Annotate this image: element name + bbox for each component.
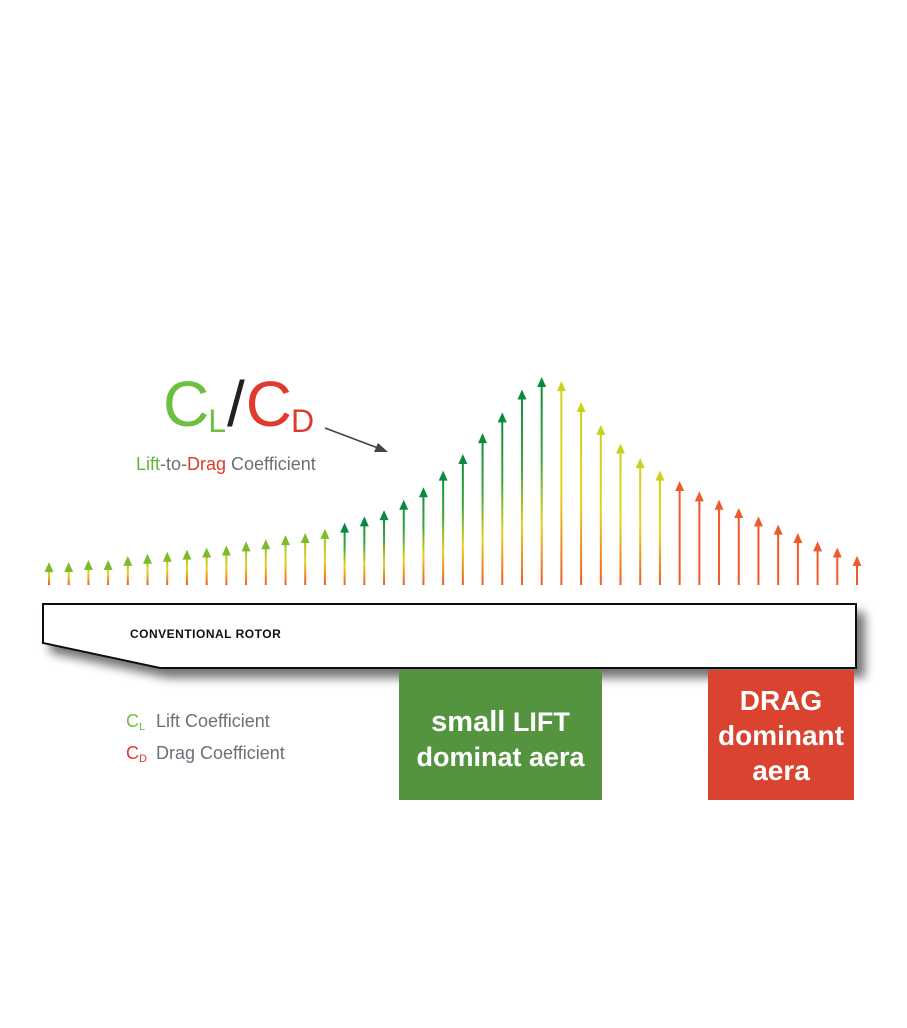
subtitle-drag: Drag	[187, 454, 227, 474]
subtitle-lift: Lift	[136, 454, 161, 474]
legend-cd-symbol: CD	[126, 743, 147, 765]
lift-arrow-head	[773, 524, 783, 535]
lift-arrow-head	[320, 528, 330, 539]
legend-item-lift: CL Lift Coefficient	[126, 708, 285, 740]
lift-arrow-head	[813, 541, 823, 552]
lift-arrow-head	[852, 555, 862, 566]
subtitle-rest: Coefficient	[226, 454, 316, 474]
lift-arrow-head	[300, 533, 310, 543]
lift-arrow-head	[280, 535, 290, 546]
lift-to-drag-ratio-title: CL/CD	[163, 372, 314, 437]
lift-arrow-head	[793, 533, 803, 543]
lift-arrows	[44, 377, 862, 585]
ratio-slash: /	[227, 368, 245, 440]
lift-arrow-head	[596, 424, 606, 435]
lift-arrow-head	[478, 433, 488, 444]
ratio-subtitle: Lift-to-Drag Coefficient	[136, 454, 316, 475]
lift-arrow-head	[497, 412, 507, 423]
drag-zone-line3: aera	[752, 754, 810, 786]
lift-arrow-head	[714, 499, 724, 510]
lift-arrow-head	[221, 545, 231, 556]
legend-drag-text: Drag Coefficient	[156, 743, 285, 763]
lift-arrow-head	[675, 481, 685, 491]
drag-zone-line2: dominant	[718, 719, 844, 751]
lift-arrow-head	[694, 491, 704, 502]
lift-arrow-head	[399, 499, 409, 510]
pointer-arrow-line	[324, 427, 379, 449]
legend-cl-symbol: CL	[126, 711, 146, 733]
lift-arrow-head	[635, 458, 645, 469]
lift-dominant-zone: small LIFT dominat aera	[399, 670, 602, 800]
drag-zone-line1: DRAG	[739, 684, 823, 716]
rotor-blade	[42, 603, 857, 669]
cd-symbol: CD	[245, 368, 314, 440]
lift-arrow-head	[537, 377, 547, 387]
lift-arrow-head	[202, 547, 212, 558]
lift-arrow-head	[241, 541, 251, 552]
lift-arrow-head	[261, 539, 271, 550]
lift-arrow-head	[103, 560, 113, 571]
lift-arrow-head	[64, 562, 74, 573]
lift-arrow-head	[340, 522, 350, 533]
lift-arrow-head	[655, 470, 665, 481]
lift-arrow-head	[517, 389, 527, 400]
lift-arrow-head	[556, 381, 566, 392]
lift-arrow-head	[379, 510, 389, 521]
lift-arrow-head	[832, 547, 842, 558]
lift-arrow-head	[458, 453, 468, 464]
lift-arrow-head	[359, 516, 369, 527]
lift-arrow-head	[616, 443, 626, 454]
lift-arrow-head	[753, 516, 763, 527]
rotor-label: CONVENTIONAL ROTOR	[130, 627, 282, 641]
legend-item-drag: CD Drag Coefficient	[126, 740, 285, 772]
pointer-arrow-head	[374, 443, 388, 452]
lift-arrow-head	[83, 560, 93, 571]
legend: CL Lift Coefficient CD Drag Coefficient	[126, 708, 285, 772]
lift-arrow-head	[418, 487, 428, 498]
lift-arrow-head	[143, 553, 153, 564]
lift-arrow-head	[44, 562, 54, 573]
drag-dominant-zone: DRAG dominant aera	[708, 670, 854, 800]
lift-arrow-head	[182, 549, 192, 560]
lift-arrow-head	[576, 401, 586, 412]
cl-symbol: CL	[163, 368, 226, 440]
lift-arrow-head	[438, 470, 448, 481]
subtitle-sep: -to-	[160, 454, 188, 474]
lift-zone-line1: small LIFT	[431, 706, 570, 738]
lift-arrow-head	[162, 551, 172, 562]
lift-arrow-head	[123, 555, 133, 566]
lift-zone-line2: dominat aera	[416, 742, 585, 772]
legend-lift-text: Lift Coefficient	[156, 711, 270, 731]
lift-arrow-head	[734, 508, 744, 519]
